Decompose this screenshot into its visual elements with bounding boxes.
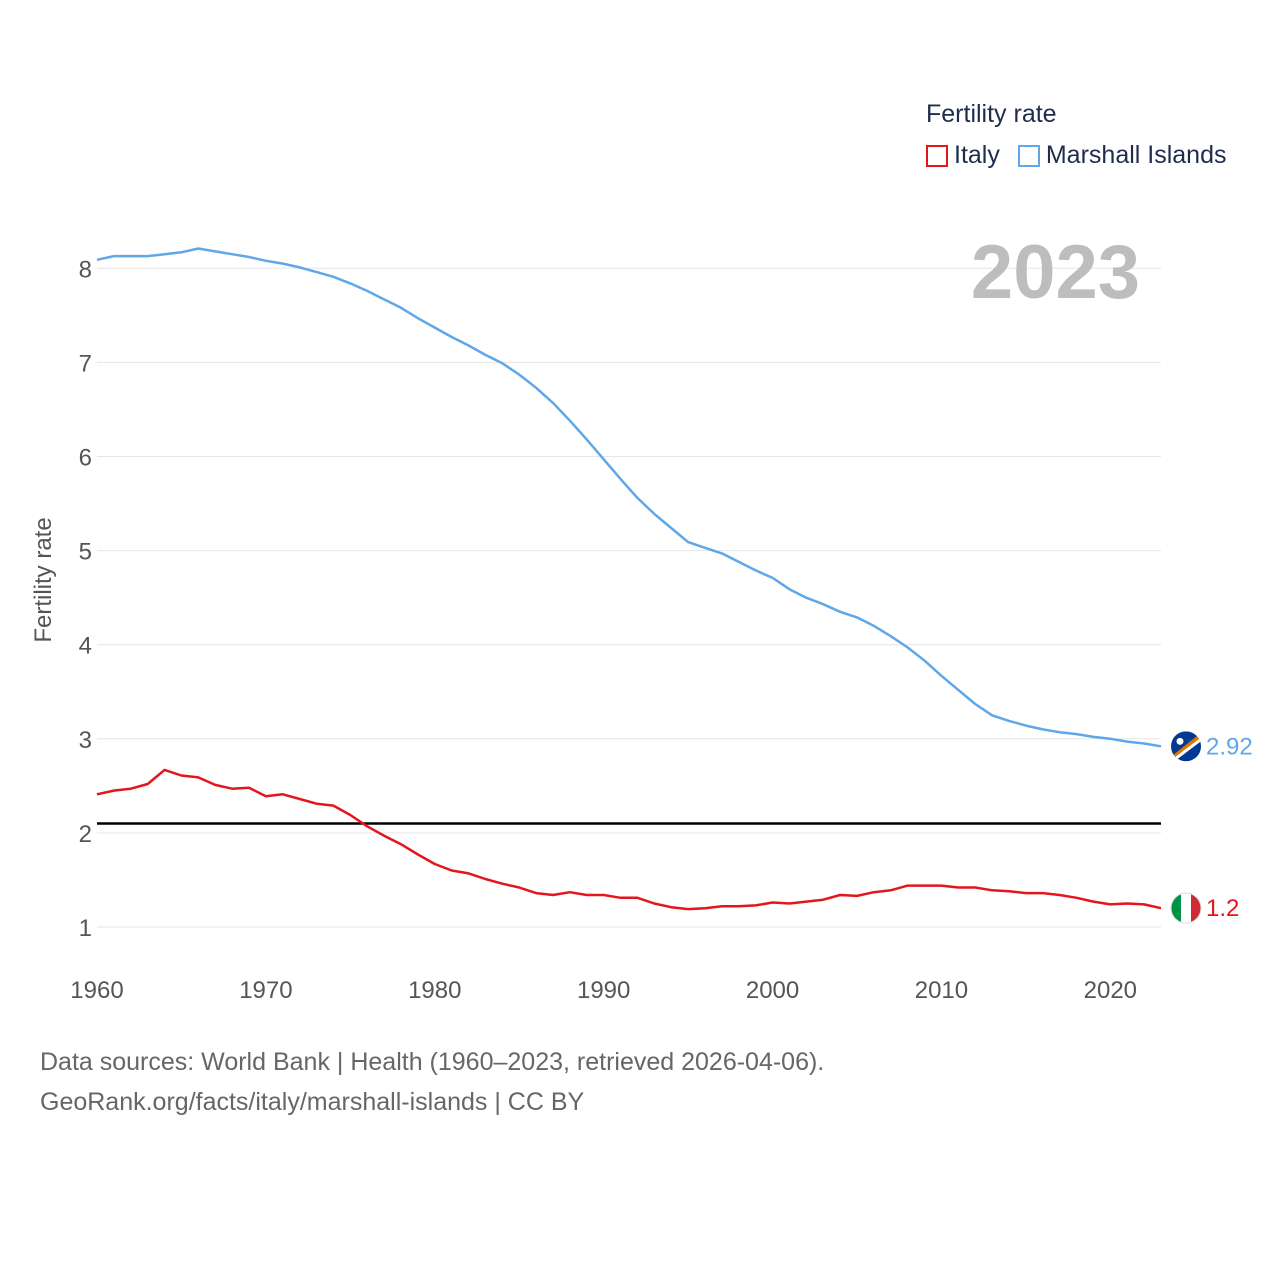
y-tick-label: 1 — [79, 915, 92, 942]
y-axis-ticks: 1 2 3 4 5 6 7 8 — [79, 256, 92, 942]
end-label-marshall-islands: 2.92 — [1206, 733, 1253, 760]
footer-sources: Data sources: World Bank | Health (1960–… — [40, 1048, 825, 1076]
x-tick-label: 1960 — [70, 977, 123, 1004]
end-markers: 1.2 2.92 — [1170, 731, 1253, 924]
series-lines — [96, 247, 1162, 911]
legend-label-marshall-islands: Marshall Islands — [1045, 141, 1227, 169]
footer: Data sources: World Bank | Health (1960–… — [40, 1042, 824, 1122]
x-tick-label: 1990 — [577, 977, 630, 1004]
flag-icon-italy — [1170, 892, 1202, 924]
x-axis-ticks: 1960 1970 1980 1990 2000 2010 2020 — [70, 977, 1137, 1004]
legend-item-marshall-islands[interactable]: Marshall Islands — [1017, 141, 1227, 170]
x-tick-label: 2000 — [746, 977, 799, 1004]
x-tick-label: 2020 — [1084, 977, 1137, 1004]
y-tick-label: 3 — [79, 727, 92, 754]
y-axis-title: Fertility rate — [30, 517, 57, 642]
end-label-italy: 1.2 — [1206, 895, 1239, 922]
x-tick-label: 2010 — [915, 977, 968, 1004]
x-tick-label: 1980 — [408, 977, 461, 1004]
y-tick-label: 6 — [79, 445, 92, 472]
legend-label-italy: Italy — [954, 141, 1000, 169]
legend-swatch-marshall-islands — [1017, 144, 1040, 167]
series-line-marshall-islands — [96, 247, 1162, 748]
legend-swatch-italy — [926, 144, 948, 167]
legend-item-italy[interactable]: Italy — [926, 141, 1000, 170]
year-label: 2023 — [971, 230, 1140, 315]
legend-title: Fertility rate — [926, 100, 1057, 128]
legend: Fertility rate Italy Marshall Islands — [926, 100, 1227, 170]
x-tick-label: 1970 — [239, 977, 292, 1004]
y-tick-label: 8 — [79, 256, 92, 283]
footer-link[interactable]: GeoRank.org/facts/italy/marshall-islands… — [40, 1088, 585, 1116]
grid-lines — [97, 267, 1161, 928]
y-tick-label: 2 — [79, 821, 92, 848]
y-tick-label: 7 — [79, 350, 92, 377]
series-line-italy — [96, 768, 1162, 911]
y-tick-label: 5 — [79, 539, 92, 566]
y-tick-label: 4 — [79, 633, 92, 660]
flag-icon-marshall-islands — [1171, 731, 1201, 762]
